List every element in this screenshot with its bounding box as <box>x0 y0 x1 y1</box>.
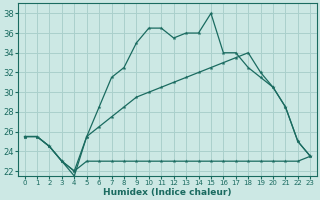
X-axis label: Humidex (Indice chaleur): Humidex (Indice chaleur) <box>103 188 232 197</box>
